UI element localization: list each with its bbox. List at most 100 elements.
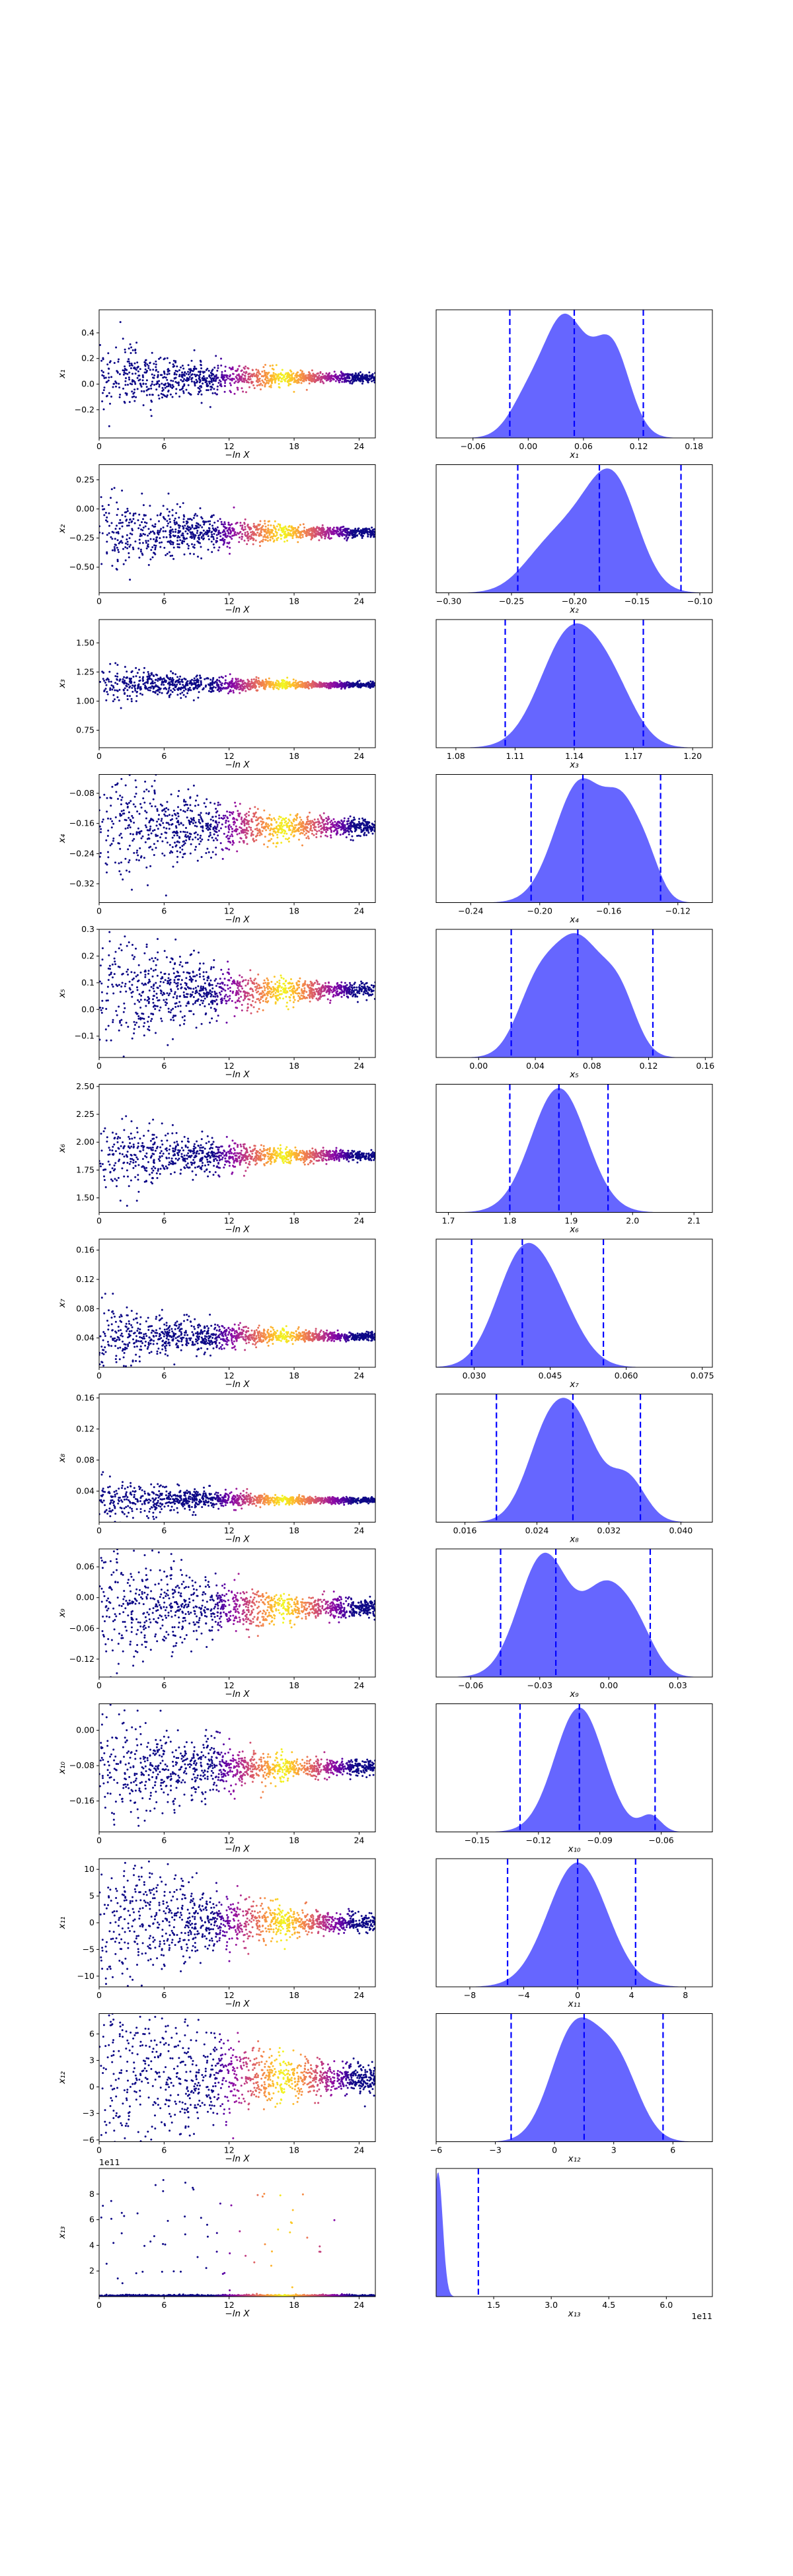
scatter-point xyxy=(106,693,109,696)
scatter-point xyxy=(261,384,264,386)
scatter-point xyxy=(336,820,339,823)
scatter-point xyxy=(104,511,107,514)
scatter-x-tick-label: 18 xyxy=(289,751,299,761)
scatter-point xyxy=(219,827,222,830)
scatter-point xyxy=(184,524,186,527)
scatter-point xyxy=(126,970,128,973)
scatter-point xyxy=(250,828,252,831)
scatter-point xyxy=(354,372,357,375)
scatter-x-tick-label: 0 xyxy=(96,596,102,606)
scatter-point xyxy=(205,822,208,825)
scatter-point xyxy=(181,692,184,694)
scatter-point xyxy=(221,377,224,380)
scatter-point xyxy=(204,678,206,680)
scatter-point xyxy=(169,532,172,534)
scatter-point xyxy=(268,532,271,535)
scatter-point xyxy=(172,542,174,544)
scatter-point xyxy=(293,531,295,534)
scatter-point xyxy=(149,828,151,830)
scatter-point xyxy=(364,826,367,829)
scatter-point xyxy=(153,854,155,856)
scatter-point xyxy=(149,369,151,371)
scatter-point xyxy=(219,539,221,541)
scatter-point xyxy=(207,829,209,831)
scatter-point xyxy=(298,838,300,841)
scatter-point xyxy=(188,686,191,689)
scatter-point xyxy=(109,360,112,363)
scatter-point xyxy=(282,528,284,530)
scatter-point xyxy=(139,384,142,386)
scatter-point xyxy=(133,956,136,958)
scatter-point xyxy=(235,678,237,680)
scatter-point xyxy=(181,376,184,378)
scatter-point xyxy=(274,380,276,382)
scatter-point xyxy=(169,518,171,520)
scatter-point xyxy=(178,543,180,546)
scatter-point xyxy=(243,818,246,820)
scatter-point xyxy=(325,379,328,382)
scatter-point xyxy=(248,526,251,529)
scatter-point xyxy=(343,817,346,820)
scatter-point xyxy=(343,534,346,536)
scatter-point xyxy=(111,688,114,691)
scatter-point xyxy=(137,519,139,522)
scatter-point xyxy=(238,814,241,816)
scatter-point xyxy=(218,690,221,693)
scatter-point xyxy=(120,832,122,835)
scatter-point xyxy=(192,688,195,691)
scatter-point xyxy=(294,824,296,826)
scatter-point xyxy=(158,380,161,382)
scatter-point xyxy=(222,544,225,546)
scatter-point xyxy=(157,680,159,682)
scatter-point xyxy=(145,522,148,524)
scatter-panel-1: 0 6 12 18 24−0.20.00.20.4−ln Xx₁ xyxy=(57,309,376,460)
scatter-point xyxy=(154,548,157,551)
scatter-point xyxy=(291,534,293,537)
scatter-point xyxy=(101,400,104,403)
scatter-point xyxy=(107,830,110,832)
scatter-point xyxy=(126,519,128,521)
scatter-point xyxy=(137,827,139,830)
scatter-point xyxy=(267,823,269,826)
scatter-point xyxy=(179,506,182,508)
scatter-point xyxy=(139,368,141,371)
scatter-point xyxy=(247,375,250,378)
scatter-point xyxy=(250,531,252,534)
scatter-point xyxy=(308,382,311,384)
scatter-point xyxy=(115,346,118,349)
scatter-point xyxy=(309,820,311,822)
scatter-point xyxy=(216,388,219,391)
kde-x-tick-label: 1.20 xyxy=(683,751,702,761)
scatter-point xyxy=(231,983,233,985)
scatter-point xyxy=(166,841,169,844)
scatter-point xyxy=(113,698,116,701)
scatter-point xyxy=(103,690,106,692)
scatter-point xyxy=(340,828,342,831)
scatter-point xyxy=(350,839,352,841)
scatter-point xyxy=(261,379,264,382)
scatter-point xyxy=(367,528,369,530)
scatter-point xyxy=(172,385,174,388)
scatter-point xyxy=(184,853,186,855)
scatter-point xyxy=(299,821,301,824)
scatter-point xyxy=(332,526,335,529)
scatter-point xyxy=(139,542,141,544)
scatter-point xyxy=(253,533,255,536)
scatter-point xyxy=(167,492,170,495)
scatter-point xyxy=(189,809,192,812)
scatter-point xyxy=(155,835,157,838)
scatter-point xyxy=(354,534,356,536)
scatter-point xyxy=(323,533,326,536)
scatter-point xyxy=(193,679,196,682)
scatter-point xyxy=(172,365,174,368)
scatter-point xyxy=(228,848,231,851)
scatter-point xyxy=(276,539,278,542)
scatter-point xyxy=(187,788,190,791)
scatter-point xyxy=(159,691,161,694)
scatter-point xyxy=(307,823,309,826)
scatter-point xyxy=(148,838,151,840)
scatter-point xyxy=(200,682,202,684)
scatter-point xyxy=(279,523,282,526)
scatter-x-tick-label: 12 xyxy=(224,906,235,916)
scatter-point xyxy=(217,382,220,384)
